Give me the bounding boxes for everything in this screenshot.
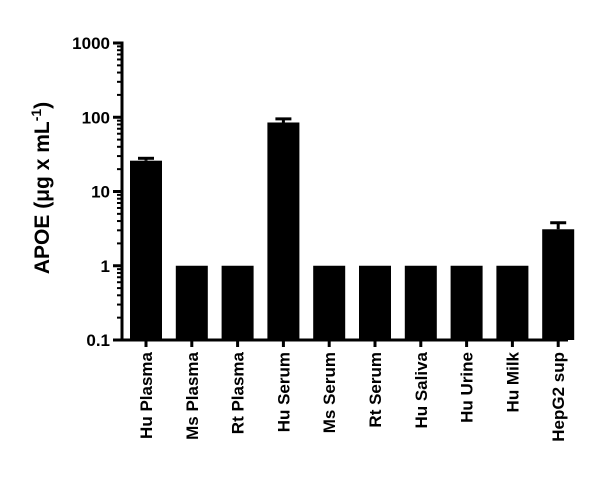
x-tick-label-rt-serum: Rt Serum [366, 352, 385, 428]
y-tick-label: 0.1 [86, 331, 110, 350]
y-axis-title: APOE (μg x mL-1) [28, 102, 54, 274]
x-tick-label-ms-serum: Ms Serum [320, 352, 339, 433]
x-tick-label-hu-saliva: Hu Saliva [412, 351, 431, 428]
bar-ms-serum [313, 265, 346, 340]
bars-layer [130, 122, 575, 340]
y-ticks-layer: 0.1 1 10 100 1000 [72, 34, 122, 350]
x-tick-labels-layer: Hu Plasma Ms Plasma Rt Plasma Hu Serum Ms Se… [137, 340, 568, 442]
x-tick-label-hu-milk: Hu Milk [503, 351, 522, 412]
bar-hu-plasma [130, 160, 162, 340]
y-tick-label: 10 [91, 183, 110, 202]
x-tick-label-rt-plasma: Rt Plasma [229, 351, 248, 434]
error-bars-layer [138, 117, 567, 230]
x-tick-label-hu-serum: Hu Serum [274, 352, 293, 432]
x-tick-label-hepg2-sup: HepG2 sup [549, 352, 568, 442]
y-axis-title-superscript: -1 [28, 109, 44, 122]
x-tick-label-hu-plasma: Hu Plasma [137, 351, 156, 438]
x-tick-label-ms-plasma: Ms Plasma [183, 351, 202, 439]
y-axis-title-main: APOE (μg x mL [31, 121, 54, 274]
bar-rt-plasma [221, 265, 254, 340]
bar-hepg2-sup [542, 229, 575, 340]
y-tick-label: 1 [101, 257, 110, 276]
bar-hu-saliva [404, 265, 437, 340]
bar-ms-plasma [175, 265, 208, 340]
bar-hu-serum [267, 122, 300, 340]
bar-hu-milk [496, 265, 529, 340]
y-axis-title-close: ) [31, 102, 54, 109]
x-tick-label-hu-urine: Hu Urine [458, 352, 477, 423]
bar-rt-serum [359, 265, 391, 340]
y-tick-label: 1000 [72, 34, 110, 53]
bar-hu-urine [450, 265, 483, 340]
y-tick-label: 100 [82, 108, 110, 127]
